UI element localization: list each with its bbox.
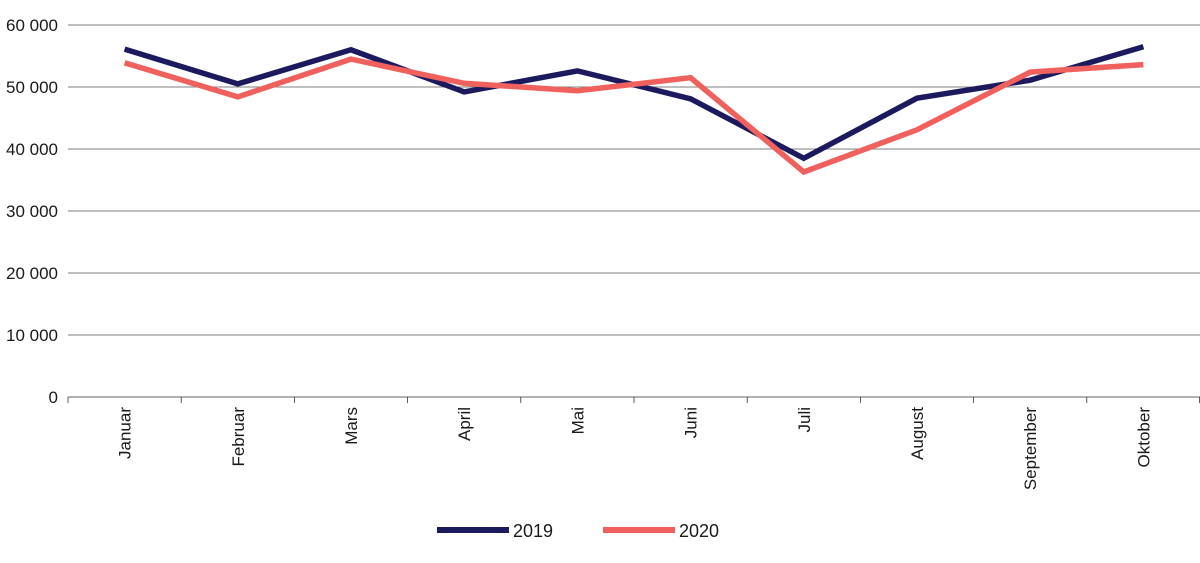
y-tick-label: 60 000 xyxy=(6,16,58,35)
x-tick-label: September xyxy=(1021,407,1040,490)
x-tick-label: Mars xyxy=(342,407,361,445)
y-tick-label: 0 xyxy=(49,388,58,407)
x-tick-label: Mai xyxy=(568,407,587,434)
y-tick-label: 50 000 xyxy=(6,78,58,97)
legend: 2019 2020 xyxy=(437,521,719,541)
x-tick-label: Februar xyxy=(229,407,248,467)
y-tick-label: 20 000 xyxy=(6,264,58,283)
x-tick-label: April xyxy=(455,407,474,441)
series-line-2020 xyxy=(123,56,1144,176)
y-tick-label: 40 000 xyxy=(6,140,58,159)
x-tick-label: August xyxy=(908,407,927,460)
y-axis-ticks: 0 10 000 20 000 30 000 40 000 50 000 60 000 xyxy=(6,16,58,407)
series-lines xyxy=(123,44,1145,176)
y-tick-label: 10 000 xyxy=(6,326,58,345)
x-tick-label: Juli xyxy=(795,407,814,433)
x-axis-ticks: Januar Februar Mars April Mai Juni Juli August S… xyxy=(67,397,1200,490)
legend-label: 2020 xyxy=(679,521,719,541)
x-tick-label: Oktober xyxy=(1134,407,1153,468)
x-tick-label: Juni xyxy=(682,407,701,438)
legend-label: 2019 xyxy=(513,521,553,541)
series-line-2019 xyxy=(123,44,1145,162)
x-tick-label: Januar xyxy=(116,407,135,459)
y-tick-label: 30 000 xyxy=(6,202,58,221)
